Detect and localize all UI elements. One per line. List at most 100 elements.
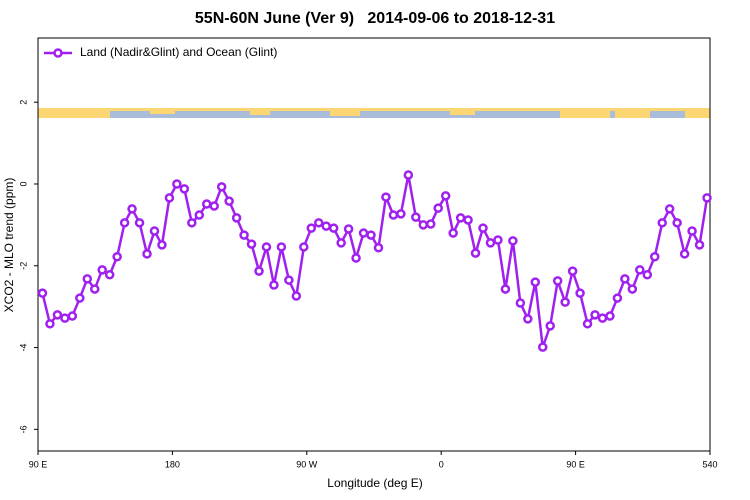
point [403, 170, 414, 180]
point [455, 213, 466, 223]
land [150, 108, 175, 114]
chart-title: 55N-60N June (Ver 9) 2014-09-06 to 2018-… [195, 10, 555, 27]
point [119, 218, 130, 228]
point [343, 224, 354, 234]
point [194, 210, 205, 220]
ocean [38, 108, 710, 118]
point [560, 297, 570, 307]
point [485, 238, 496, 248]
point [67, 311, 78, 321]
point [657, 218, 667, 228]
y-tick-label: -2 [18, 262, 28, 270]
point [694, 240, 705, 250]
point [567, 266, 578, 276]
point [545, 321, 555, 331]
point [500, 284, 511, 294]
land [560, 111, 610, 118]
point [523, 314, 533, 324]
y-axis-label: XCO2 - MLO trend (ppm) [2, 178, 16, 313]
point [321, 221, 331, 231]
point [358, 228, 369, 238]
y-tick-label: 0 [18, 181, 28, 186]
point [313, 218, 324, 228]
land [330, 111, 360, 116]
point [224, 196, 234, 206]
point [351, 253, 361, 263]
point [470, 248, 481, 258]
point [157, 240, 167, 250]
point [201, 199, 212, 209]
x-tick-label: 90 W [296, 459, 318, 469]
point [493, 235, 503, 245]
x-tick-label: 0 [439, 459, 444, 469]
point [246, 239, 257, 249]
plot-frame [37, 37, 711, 452]
point [149, 226, 160, 236]
point [269, 280, 279, 290]
point [82, 274, 93, 284]
land [685, 108, 710, 118]
point [575, 288, 585, 298]
point [672, 218, 682, 228]
point [142, 249, 152, 259]
point [366, 230, 376, 240]
point [75, 293, 85, 303]
point [605, 311, 615, 321]
point [89, 284, 100, 294]
land [615, 108, 650, 118]
point [299, 242, 309, 252]
point [216, 182, 227, 192]
legend-label: Land (Nadir&Glint) and Ocean (Glint) [80, 45, 277, 59]
x-tick-label: 180 [165, 459, 180, 469]
point [164, 193, 175, 203]
point [328, 223, 339, 233]
point [530, 277, 541, 287]
point [664, 204, 675, 214]
point [381, 192, 391, 202]
point [45, 319, 55, 329]
point [620, 274, 630, 284]
y-tick-label: -6 [18, 425, 28, 433]
point [37, 288, 48, 298]
y-tick-label: -4 [18, 344, 28, 352]
land [250, 111, 270, 115]
x-tick-label: 90 E [29, 459, 48, 469]
point [187, 218, 197, 228]
point [373, 243, 384, 253]
point [687, 226, 697, 236]
point [179, 184, 190, 194]
point [418, 220, 429, 230]
point [254, 266, 264, 276]
point [552, 276, 563, 286]
point [478, 223, 488, 233]
series-line [41, 174, 709, 348]
point [649, 252, 660, 262]
point [97, 265, 107, 275]
point [448, 228, 458, 238]
point [411, 212, 421, 222]
point [582, 319, 593, 329]
point [635, 265, 645, 275]
point [642, 270, 653, 280]
x-axis-label: Longitude (deg E) [327, 476, 422, 490]
point [134, 218, 145, 228]
x-tick-label: 90 E [566, 459, 585, 469]
x-tick-label: 540 [702, 459, 717, 469]
land [38, 108, 710, 111]
point [231, 213, 242, 223]
point [440, 191, 451, 201]
point [291, 291, 302, 301]
point [679, 249, 690, 259]
point [239, 230, 249, 240]
point [388, 210, 399, 220]
land [38, 108, 110, 118]
legend-marker [53, 48, 63, 58]
point [433, 203, 443, 213]
point [127, 204, 137, 214]
world-map-strip [38, 108, 710, 118]
point [396, 209, 406, 219]
point [702, 193, 712, 203]
point [627, 284, 638, 294]
